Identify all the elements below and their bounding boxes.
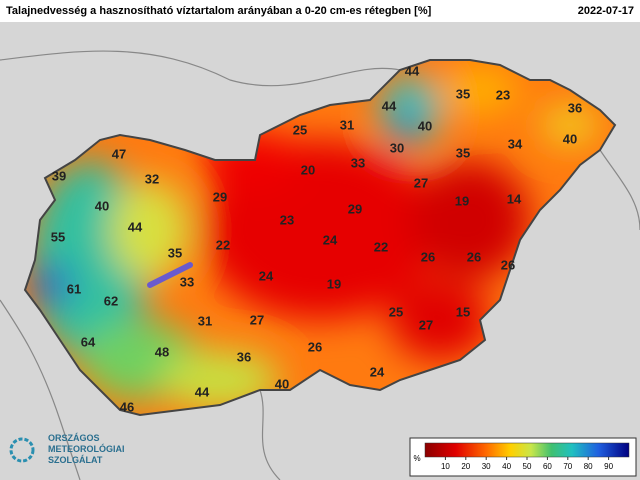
station-value: 40 xyxy=(563,131,577,146)
station-value: 40 xyxy=(95,198,109,213)
station-value: 46 xyxy=(120,399,134,414)
station-value: 25 xyxy=(389,304,403,319)
station-value: 44 xyxy=(195,384,210,399)
stations: 44 35 23 36 25 31 44 40 30 35 34 40 47 39 32 33 20 27 29 19… xyxy=(51,63,582,414)
station-value: 64 xyxy=(81,334,96,349)
station-value: 31 xyxy=(340,117,354,132)
borders xyxy=(0,50,640,480)
station-value: 23 xyxy=(280,212,294,227)
lake-balaton xyxy=(147,262,193,288)
station-value: 24 xyxy=(323,232,338,247)
legend-tick-label: 30 xyxy=(482,462,491,471)
station-value: 44 xyxy=(405,63,420,78)
station-value: 22 xyxy=(216,237,230,252)
station-value: 29 xyxy=(348,201,362,216)
legend-tick-label: 20 xyxy=(461,462,470,471)
station-value: 25 xyxy=(293,122,307,137)
logo-mark xyxy=(9,437,35,463)
legend-tick-label: 50 xyxy=(523,462,532,471)
station-value: 24 xyxy=(370,364,385,379)
date: 2022-07-17 xyxy=(578,5,634,17)
station-value: 15 xyxy=(456,304,470,319)
station-value: 14 xyxy=(507,191,522,206)
station-value: 19 xyxy=(327,276,341,291)
station-value: 44 xyxy=(382,98,397,113)
station-value: 30 xyxy=(390,140,404,155)
station-value: 33 xyxy=(351,155,365,170)
legend-tick-label: 70 xyxy=(563,462,572,471)
station-value: 61 xyxy=(67,281,81,296)
station-value: 40 xyxy=(275,376,289,391)
station-value: 23 xyxy=(496,87,510,102)
station-value: 48 xyxy=(155,344,169,359)
station-value: 35 xyxy=(456,86,470,101)
station-value: 29 xyxy=(213,189,227,204)
station-value: 24 xyxy=(259,268,274,283)
station-value: 32 xyxy=(145,171,159,186)
station-value: 40 xyxy=(418,118,432,133)
station-value: 62 xyxy=(104,293,118,308)
legend-tick-label: 40 xyxy=(502,462,511,471)
legend-unit: % xyxy=(413,454,420,463)
station-value: 26 xyxy=(501,257,515,272)
station-value: 55 xyxy=(51,229,65,244)
station-value: 19 xyxy=(455,193,469,208)
station-value: 27 xyxy=(419,317,433,332)
station-value: 26 xyxy=(421,249,435,264)
station-value: 44 xyxy=(128,219,143,234)
station-value: 35 xyxy=(456,145,470,160)
station-value: 20 xyxy=(301,162,315,177)
station-value: 33 xyxy=(180,274,194,289)
colorbar xyxy=(424,442,630,458)
station-value: 27 xyxy=(250,312,264,327)
station-value: 27 xyxy=(414,175,428,190)
station-value: 39 xyxy=(52,168,66,183)
logo-text: METEOROLÓGIAI xyxy=(48,443,125,454)
station-value: 22 xyxy=(374,239,388,254)
legend-tick-label: 80 xyxy=(584,462,593,471)
logo: ORSZÁGOS METEOROLÓGIAI SZOLGÁLAT xyxy=(9,433,125,465)
logo-text: SZOLGÁLAT xyxy=(48,455,103,465)
station-value: 36 xyxy=(568,100,582,115)
station-value: 31 xyxy=(198,313,212,328)
logo-text: ORSZÁGOS xyxy=(48,433,100,443)
station-value: 35 xyxy=(168,245,182,260)
station-value: 36 xyxy=(237,349,251,364)
legend-tick-label: 10 xyxy=(441,462,450,471)
station-value: 26 xyxy=(308,339,322,354)
station-value: 26 xyxy=(467,249,481,264)
station-value: 47 xyxy=(112,146,126,161)
header-bar xyxy=(0,0,640,22)
station-value: 34 xyxy=(508,136,523,151)
title: Talajnedvesség a hasznosítható víztartal… xyxy=(6,5,432,17)
legend-tick-label: 60 xyxy=(543,462,552,471)
legend: % 10 20 30 40 50 60 70 80 90 xyxy=(409,437,637,477)
legend-tick-label: 90 xyxy=(604,462,613,471)
